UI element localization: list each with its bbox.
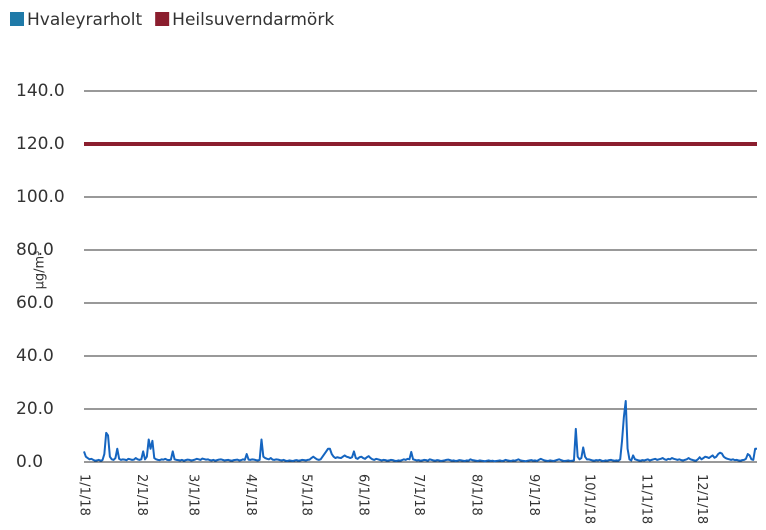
x-tick-label: 6/1/18 — [356, 474, 371, 516]
x-tick-label: 7/1/18 — [411, 474, 426, 516]
x-tick-label: 11/1/18 — [639, 474, 654, 524]
y-tick-label: 0.0 — [16, 452, 43, 472]
y-tick-label: 80.0 — [16, 240, 54, 260]
y-tick-label: 140.0 — [16, 81, 65, 101]
x-tick-label: 9/1/18 — [526, 474, 541, 516]
legend-swatch — [10, 12, 24, 26]
x-tick-label: 2/1/18 — [134, 474, 149, 516]
x-tick-label: 1/1/18 — [77, 474, 92, 516]
x-tick-label: 8/1/18 — [468, 474, 483, 516]
legend-label: Hvaleyrarholt — [27, 10, 142, 30]
x-tick-label: 3/1/18 — [186, 474, 201, 516]
x-tick-label: 5/1/18 — [298, 474, 313, 516]
y-tick-label: 20.0 — [16, 399, 54, 419]
y-tick-label: 60.0 — [16, 293, 54, 313]
y-tick-label: 100.0 — [16, 187, 65, 207]
legend-swatch — [155, 12, 170, 26]
x-tick-label: 12/1/18 — [694, 474, 709, 524]
x-tick-label: 10/1/18 — [581, 474, 596, 524]
y-tick-label: 120.0 — [16, 134, 65, 154]
y-axis-label: µg/m³ — [33, 251, 48, 290]
y-tick-label: 40.0 — [16, 346, 54, 366]
x-tick-label: 4/1/18 — [243, 474, 258, 516]
legend-label: Heilsuverndarmörk — [172, 10, 334, 30]
series-line — [83, 400, 757, 463]
